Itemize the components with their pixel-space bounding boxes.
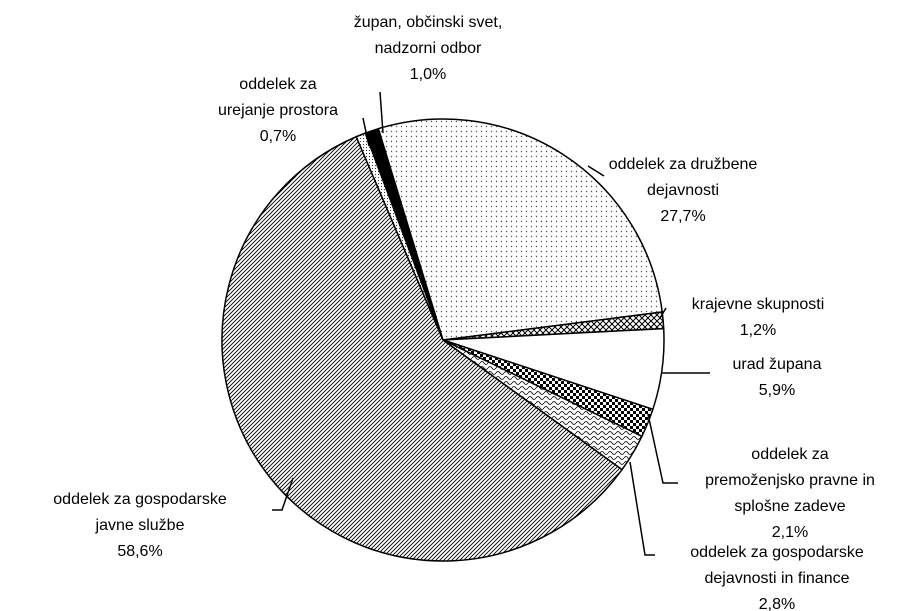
leader-line: [272, 477, 294, 511]
label-line: oddelek za gospodarske: [53, 491, 227, 508]
slice-label: urad župana 5,9%: [733, 356, 822, 399]
label-line: urad župana: [733, 356, 822, 373]
leader-line: [647, 413, 678, 484]
slice-label: oddelek za premoženjsko pravne in splošne …: [705, 446, 875, 541]
slice-label: oddelek za urejanje prostora 0,7%: [218, 76, 338, 145]
label-line: urejanje prostora: [218, 102, 338, 119]
label-line: oddelek za: [751, 446, 828, 463]
value-label: 1,2%: [740, 322, 776, 339]
label-line: krajevne skupnosti: [692, 296, 825, 313]
label-line: dejavnosti in finance: [705, 570, 850, 587]
label-line: javne službe: [95, 517, 185, 534]
slice-label: oddelek za gospodarske dejavnosti in fina…: [690, 544, 864, 611]
value-label: 2,1%: [772, 524, 808, 541]
leader-line: [362, 117, 370, 147]
slice-label: oddelek za družbene dejavnosti 27,7%: [609, 156, 758, 225]
leader-line: [587, 165, 605, 177]
value-label: 27,7%: [660, 208, 705, 225]
leader-line: [379, 91, 384, 134]
pie-slice: [377, 118, 664, 341]
label-line: nadzorni odbor: [375, 40, 482, 57]
pie-slice: [355, 132, 444, 341]
slice-label: oddelek za gospodarske javne službe 58,6%: [53, 491, 227, 560]
value-label: 5,9%: [759, 382, 795, 399]
label-line: oddelek za družbene: [609, 156, 758, 173]
leader-line: [659, 307, 667, 319]
label-line: premoženjsko pravne in: [705, 472, 875, 489]
label-line: oddelek za gospodarske: [690, 544, 864, 561]
label-line: dejavnosti: [647, 182, 719, 199]
pie-slice: [221, 135, 624, 562]
slice-label: krajevne skupnosti 1,2%: [692, 296, 825, 339]
slice-label: župan, občinski svet, nadzorni odbor 1,0%: [354, 14, 503, 83]
label-line: splošne zadeve: [734, 498, 845, 515]
value-label: 1,0%: [410, 66, 446, 83]
leader-line: [629, 461, 655, 556]
label-line: oddelek za: [239, 76, 316, 93]
value-label: 2,8%: [759, 596, 795, 611]
label-line: župan, občinski svet,: [354, 14, 503, 31]
value-label: 58,6%: [117, 543, 162, 560]
value-label: 0,7%: [260, 128, 296, 145]
